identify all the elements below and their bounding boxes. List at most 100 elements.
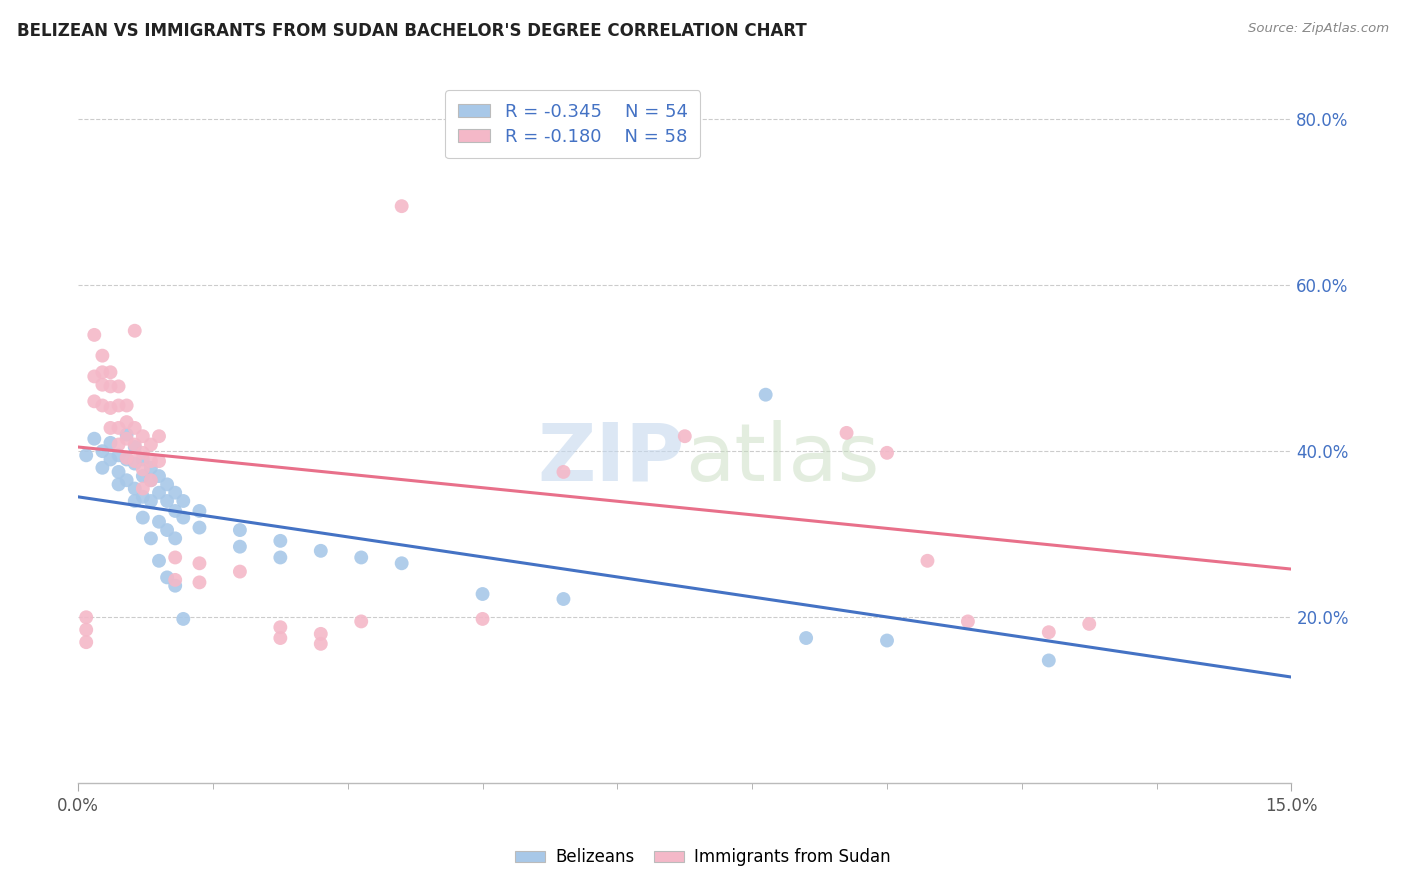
Point — [309, 627, 332, 641]
Point — [115, 415, 138, 429]
Point — [107, 465, 129, 479]
Point — [91, 444, 114, 458]
Point — [269, 631, 291, 645]
Point — [132, 482, 155, 496]
Point — [1078, 616, 1101, 631]
Point — [876, 446, 898, 460]
Legend: Belizeans, Immigrants from Sudan: Belizeans, Immigrants from Sudan — [509, 842, 897, 873]
Point — [553, 592, 575, 607]
Text: Source: ZipAtlas.com: Source: ZipAtlas.com — [1249, 22, 1389, 36]
Point — [172, 612, 194, 626]
Point — [876, 633, 898, 648]
Point — [115, 427, 138, 442]
Point — [165, 579, 187, 593]
Point — [100, 435, 122, 450]
Point — [309, 637, 332, 651]
Text: ZIP: ZIP — [537, 419, 685, 498]
Point — [83, 327, 105, 342]
Point — [83, 432, 105, 446]
Point — [115, 473, 138, 487]
Point — [124, 324, 146, 338]
Point — [156, 523, 179, 537]
Point — [91, 377, 114, 392]
Point — [269, 550, 291, 565]
Point — [139, 473, 162, 487]
Point — [132, 490, 155, 504]
Point — [309, 544, 332, 558]
Point — [115, 450, 138, 465]
Point — [156, 494, 179, 508]
Point — [165, 573, 187, 587]
Point — [835, 425, 858, 440]
Point — [107, 437, 129, 451]
Point — [673, 429, 696, 443]
Point — [91, 460, 114, 475]
Point — [124, 440, 146, 454]
Point — [124, 482, 146, 496]
Point — [794, 631, 817, 645]
Point — [350, 615, 373, 629]
Point — [1038, 625, 1060, 640]
Point — [391, 556, 413, 570]
Point — [124, 457, 146, 471]
Point — [917, 554, 939, 568]
Point — [391, 199, 413, 213]
Point — [148, 515, 170, 529]
Point — [107, 421, 129, 435]
Point — [148, 469, 170, 483]
Point — [269, 533, 291, 548]
Point — [139, 437, 162, 451]
Point — [75, 448, 97, 462]
Point — [188, 504, 211, 518]
Point — [229, 540, 252, 554]
Point — [139, 494, 162, 508]
Legend: R = -0.345    N = 54, R = -0.180    N = 58: R = -0.345 N = 54, R = -0.180 N = 58 — [446, 90, 700, 159]
Point — [229, 523, 252, 537]
Point — [956, 615, 979, 629]
Point — [471, 612, 494, 626]
Point — [115, 452, 138, 467]
Point — [139, 473, 162, 487]
Point — [91, 349, 114, 363]
Point — [755, 387, 778, 401]
Point — [172, 510, 194, 524]
Point — [75, 623, 97, 637]
Point — [83, 394, 105, 409]
Point — [165, 550, 187, 565]
Point — [139, 532, 162, 546]
Text: BELIZEAN VS IMMIGRANTS FROM SUDAN BACHELOR'S DEGREE CORRELATION CHART: BELIZEAN VS IMMIGRANTS FROM SUDAN BACHEL… — [17, 22, 807, 40]
Text: atlas: atlas — [685, 419, 879, 498]
Point — [188, 520, 211, 534]
Point — [107, 379, 129, 393]
Point — [229, 565, 252, 579]
Point — [132, 462, 155, 476]
Point — [100, 365, 122, 379]
Point — [132, 469, 155, 483]
Point — [107, 399, 129, 413]
Point — [75, 635, 97, 649]
Point — [132, 429, 155, 443]
Point — [124, 421, 146, 435]
Point — [165, 504, 187, 518]
Point — [471, 587, 494, 601]
Point — [75, 610, 97, 624]
Point — [1038, 653, 1060, 667]
Point — [124, 494, 146, 508]
Point — [107, 477, 129, 491]
Point — [165, 485, 187, 500]
Point — [139, 454, 162, 468]
Point — [132, 510, 155, 524]
Point — [156, 477, 179, 491]
Point — [132, 446, 155, 460]
Point — [115, 432, 138, 446]
Point — [148, 485, 170, 500]
Point — [124, 454, 146, 468]
Point — [100, 379, 122, 393]
Point — [165, 532, 187, 546]
Point — [553, 465, 575, 479]
Point — [148, 429, 170, 443]
Point — [107, 448, 129, 462]
Point — [156, 570, 179, 584]
Point — [100, 421, 122, 435]
Point — [269, 620, 291, 634]
